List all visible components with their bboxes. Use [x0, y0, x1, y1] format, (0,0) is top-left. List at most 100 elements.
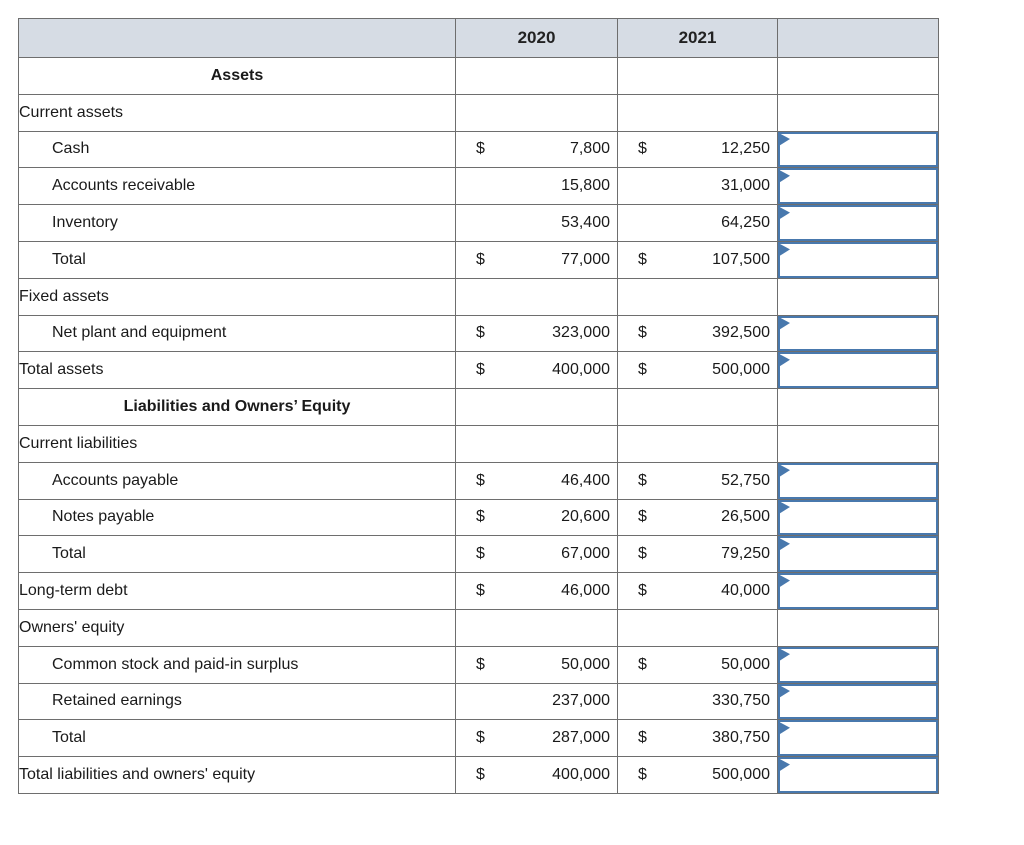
value-2021: 330,750 — [617, 682, 778, 721]
answer-cell — [777, 719, 939, 758]
value-2020: $77,000 — [455, 240, 618, 279]
dollar-sign: $ — [638, 471, 647, 489]
row-label: Liabilities and Owners’ Equity — [18, 388, 456, 426]
value-2021: $52,750 — [617, 461, 778, 500]
amount-2021: 26,500 — [721, 508, 770, 526]
table-row: Notes payable $20,600 $26,500 — [18, 498, 939, 537]
answer-cell — [777, 535, 939, 574]
answer-flag-icon — [780, 538, 790, 551]
dollar-sign: $ — [638, 545, 647, 563]
amount-2020: 20,600 — [561, 508, 610, 526]
table-row: Long-term debt $46,000 $40,000 — [18, 572, 939, 610]
answer-cell — [777, 608, 939, 647]
amount-2020: 46,000 — [561, 582, 610, 600]
header-label-cell — [18, 18, 456, 58]
answer-input[interactable] — [778, 500, 938, 535]
table-row: Fixed assets — [18, 277, 939, 316]
value-2021 — [617, 388, 778, 426]
answer-flag-icon — [780, 575, 790, 587]
answer-flag-icon — [780, 207, 790, 219]
header-2020: 2020 — [455, 18, 618, 58]
answer-cell — [777, 424, 939, 463]
answer-input[interactable] — [778, 536, 938, 572]
answer-input[interactable] — [778, 352, 938, 388]
answer-input[interactable] — [778, 573, 938, 609]
answer-input[interactable] — [778, 720, 938, 756]
answer-input[interactable] — [778, 132, 938, 167]
amount-2020: 400,000 — [552, 766, 610, 784]
amount-2021: 40,000 — [721, 582, 770, 600]
answer-flag-icon — [780, 170, 790, 183]
answer-cell — [777, 682, 939, 721]
answer-input[interactable] — [778, 168, 938, 204]
value-2021 — [617, 608, 778, 647]
answer-input[interactable] — [778, 242, 938, 278]
answer-flag-icon — [780, 464, 790, 477]
value-2020 — [455, 608, 618, 647]
table-row: Total $287,000 $380,750 — [18, 719, 939, 758]
answer-cell — [777, 57, 939, 95]
answer-input[interactable] — [778, 463, 938, 499]
row-label: Notes payable — [18, 498, 456, 537]
row-label: Total — [18, 535, 456, 574]
header-2021: 2021 — [617, 18, 778, 58]
table-row: Total $77,000 $107,500 — [18, 240, 939, 279]
dollar-sign: $ — [476, 582, 485, 600]
answer-flag-icon — [780, 501, 790, 514]
amount-2021: 107,500 — [712, 250, 770, 268]
answer-input[interactable] — [778, 684, 938, 719]
value-2020: $50,000 — [455, 645, 618, 684]
row-label: Accounts receivable — [18, 167, 456, 206]
row-label: Total — [18, 719, 456, 758]
answer-cell — [777, 461, 939, 500]
row-label: Cash — [18, 130, 456, 169]
dollar-sign: $ — [476, 545, 485, 563]
header-row: 2020 2021 — [18, 18, 939, 58]
row-label: Long-term debt — [18, 572, 456, 610]
row-label: Owners' equity — [18, 608, 456, 647]
amount-2020: 50,000 — [561, 655, 610, 673]
table-row: Liabilities and Owners’ Equity — [18, 388, 939, 426]
value-2020 — [455, 57, 618, 95]
value-2021: 64,250 — [617, 204, 778, 242]
answer-input[interactable] — [778, 316, 938, 351]
amount-2020: 7,800 — [569, 140, 610, 158]
table-row: Net plant and equipment $323,000 $392,500 — [18, 314, 939, 353]
row-label: Total liabilities and owners' equity — [18, 756, 456, 794]
table-row: Common stock and paid-in surplus $50,000 $… — [18, 645, 939, 684]
table-row: Total assets $400,000 $500,000 — [18, 351, 939, 390]
answer-cell — [777, 204, 939, 242]
value-2021 — [617, 277, 778, 316]
dollar-sign: $ — [476, 361, 485, 379]
row-label: Current liabilities — [18, 424, 456, 463]
value-2020 — [455, 93, 618, 132]
row-label: Accounts payable — [18, 461, 456, 500]
value-2021: $392,500 — [617, 314, 778, 353]
value-2020: $46,400 — [455, 461, 618, 500]
answer-input[interactable] — [778, 757, 938, 793]
value-2021: $50,000 — [617, 645, 778, 684]
value-2021: $40,000 — [617, 572, 778, 610]
balance-sheet-table: 2020 2021 Assets Current assets Cash $7,800… — [18, 18, 939, 794]
row-label: Total assets — [18, 351, 456, 390]
amount-2021: 380,750 — [712, 729, 770, 747]
amount-2020: 323,000 — [552, 324, 610, 342]
answer-input[interactable] — [778, 205, 938, 241]
row-label: Assets — [18, 57, 456, 95]
table-row: Retained earnings 237,000 330,750 — [18, 682, 939, 721]
amount-2020: 287,000 — [552, 729, 610, 747]
table-body: Assets Current assets Cash $7,800 $12,250 Acc… — [18, 57, 939, 794]
value-2020: 15,800 — [455, 167, 618, 206]
row-label: Inventory — [18, 204, 456, 242]
amount-2021: 50,000 — [721, 655, 770, 673]
value-2021: $107,500 — [617, 240, 778, 279]
table-row: Current assets — [18, 93, 939, 132]
value-2021: $500,000 — [617, 756, 778, 794]
value-2020: $287,000 — [455, 719, 618, 758]
amount-2021: 64,250 — [721, 214, 770, 232]
answer-input[interactable] — [778, 647, 938, 683]
value-2020: 237,000 — [455, 682, 618, 721]
answer-cell — [777, 93, 939, 132]
amount-2021: 79,250 — [721, 545, 770, 563]
table-row: Total liabilities and owners' equity $400… — [18, 756, 939, 794]
